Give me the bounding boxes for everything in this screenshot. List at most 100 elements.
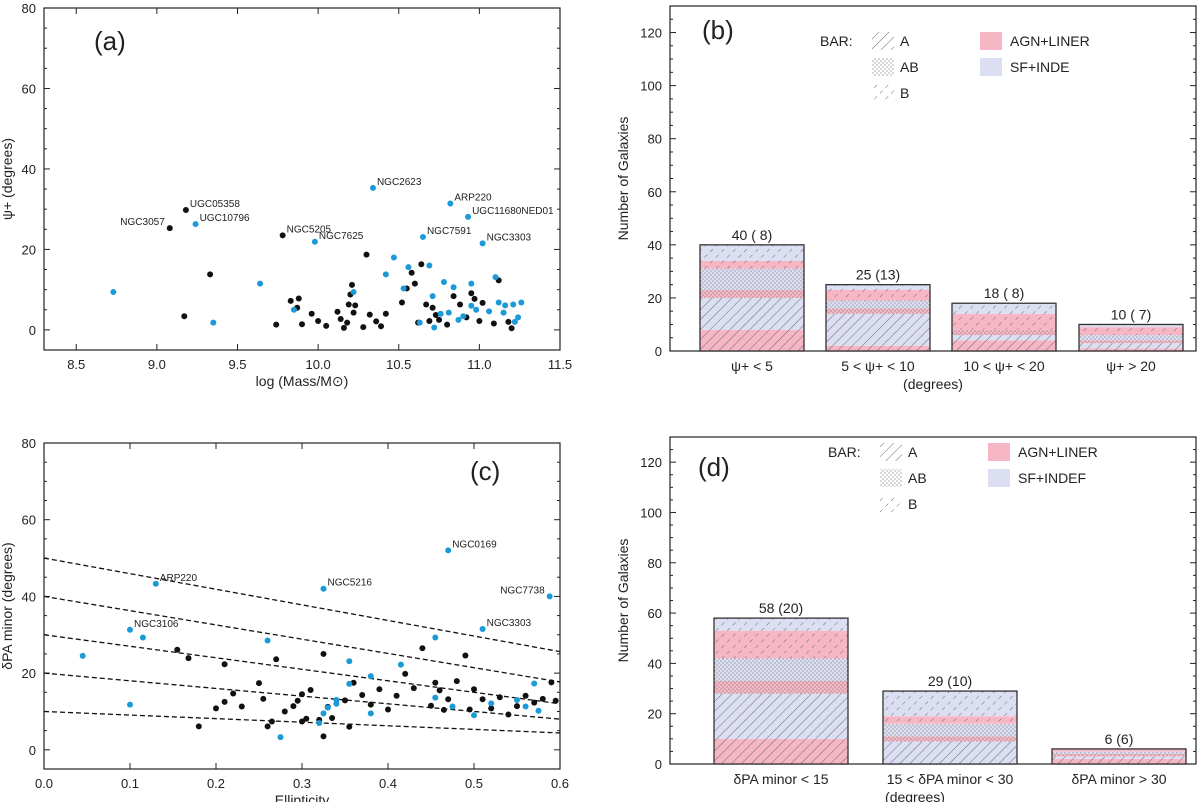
data-point-black (256, 680, 262, 687)
y-tick-label: 40 (648, 656, 662, 671)
data-point-blue (320, 585, 327, 592)
data-point-black (514, 703, 520, 710)
data-point-black (508, 325, 515, 332)
legend-class-label: SF+INDE (1010, 59, 1070, 75)
panel-d-bar-chart: 0 20 40 60 80 100 120 58 (20) δPA minor < 15 29 (… (615, 436, 1197, 802)
bar-segment-hatch (952, 335, 1056, 341)
data-point-black (350, 309, 357, 316)
legend-bar-type: A (908, 444, 918, 460)
data-point-blue (257, 280, 264, 287)
x-category-label: ψ+ > 20 (1106, 358, 1156, 374)
y-tick-label: 80 (22, 436, 36, 451)
x-tick-label: 10.0 (305, 357, 330, 372)
data-point-blue (514, 696, 520, 703)
data-point-blue (495, 299, 502, 306)
y-tick-label: 40 (22, 589, 36, 604)
x-category-label: 10 < ψ+ < 20 (963, 358, 1044, 374)
data-point-blue (333, 700, 340, 707)
panel-label: (d) (698, 452, 730, 482)
bar-segment-hatch (1052, 751, 1186, 754)
data-point-blue (535, 707, 542, 714)
y-tick-label: 120 (640, 455, 662, 470)
data-point-black (340, 324, 347, 331)
legend-hatch-swatch (872, 84, 894, 102)
data-point-black (238, 703, 245, 710)
x-tick-label: 8.5 (67, 357, 85, 372)
data-point-black (308, 310, 315, 317)
bar-segment-hatch (883, 716, 1017, 724)
data-point-black (294, 697, 301, 704)
data-point-black (290, 703, 297, 710)
data-point-blue (510, 301, 517, 308)
data-point-black (166, 225, 173, 232)
data-point-black (373, 318, 380, 325)
bar-segment-hatch (1079, 343, 1183, 349)
legend-color-swatch (980, 58, 1002, 76)
y-tick-label: 0 (655, 757, 662, 772)
y-tick-label: 40 (648, 238, 662, 253)
point-annotation: UGC11680NED01 (472, 206, 554, 217)
data-point-blue (486, 308, 493, 315)
bar-segment-hatch (700, 260, 804, 269)
data-point-black (287, 297, 294, 304)
data-point-blue (473, 306, 480, 313)
data-point-blue (468, 302, 475, 309)
x-category-label: δPA minor > 30 (1071, 771, 1166, 787)
y-tick-label: 80 (22, 1, 36, 16)
y-tick-label: 60 (648, 185, 662, 200)
point-annotation: NGC7738 (500, 585, 545, 596)
data-point-black (221, 661, 228, 668)
reference-dashed-line (43, 634, 561, 705)
data-point-black (264, 723, 271, 730)
bar-outline (713, 617, 849, 765)
data-point-black (345, 301, 352, 308)
data-point-black (279, 232, 286, 239)
point-annotation: ARP220 (454, 193, 492, 204)
data-point-blue (210, 319, 217, 326)
reference-dashed-line (43, 595, 561, 683)
data-point-blue (264, 637, 271, 644)
bar-segment-hatch (700, 268, 804, 290)
y-tick-label: 120 (640, 26, 662, 41)
y-axis-title: ψ+ (degrees) (0, 138, 15, 220)
y-tick-label: 60 (648, 606, 662, 621)
data-point-blue (152, 580, 159, 587)
data-point-black (411, 280, 418, 287)
bar-segment-hatch (714, 680, 848, 694)
data-point-black (466, 706, 473, 713)
data-point-blue (416, 319, 423, 326)
data-point-blue (431, 324, 438, 331)
x-axis-title: log (Mass/M⊙) (256, 373, 349, 389)
x-axis-title: Ellipticity (275, 792, 329, 802)
data-point-black (471, 686, 477, 693)
legend-bar-title: BAR: (820, 33, 853, 49)
data-point-black (410, 685, 417, 692)
bar-segment-hatch (883, 736, 1017, 742)
data-point-blue (324, 704, 331, 711)
reference-dashed-line (43, 557, 561, 653)
data-point-black (378, 323, 385, 330)
data-point-black (281, 708, 288, 715)
data-point-blue (518, 299, 525, 306)
data-point-blue (405, 264, 412, 271)
point-annotation: NGC0169 (452, 539, 497, 550)
x-tick-label: 0.1 (121, 776, 139, 791)
data-point-blue (546, 593, 553, 600)
x-tick-label: 9.0 (148, 357, 166, 372)
data-point-black (299, 321, 305, 328)
data-point-blue (450, 284, 457, 291)
data-point-black (181, 313, 188, 320)
y-tick-label: 100 (640, 79, 662, 94)
data-point-blue (139, 634, 146, 641)
data-point-black (195, 723, 202, 730)
bar-segment-hatch (826, 284, 930, 290)
legend-bar-title: BAR: (828, 444, 861, 460)
data-point-blue (432, 694, 439, 701)
data-point-blue (192, 221, 199, 228)
data-point-blue (369, 184, 376, 191)
data-point-blue (419, 233, 426, 240)
y-tick-label: 60 (22, 81, 36, 96)
y-axis-title: δPA minor (degrees) (0, 542, 15, 669)
data-point-blue (432, 634, 439, 641)
legend-hatch-swatch (872, 32, 894, 50)
